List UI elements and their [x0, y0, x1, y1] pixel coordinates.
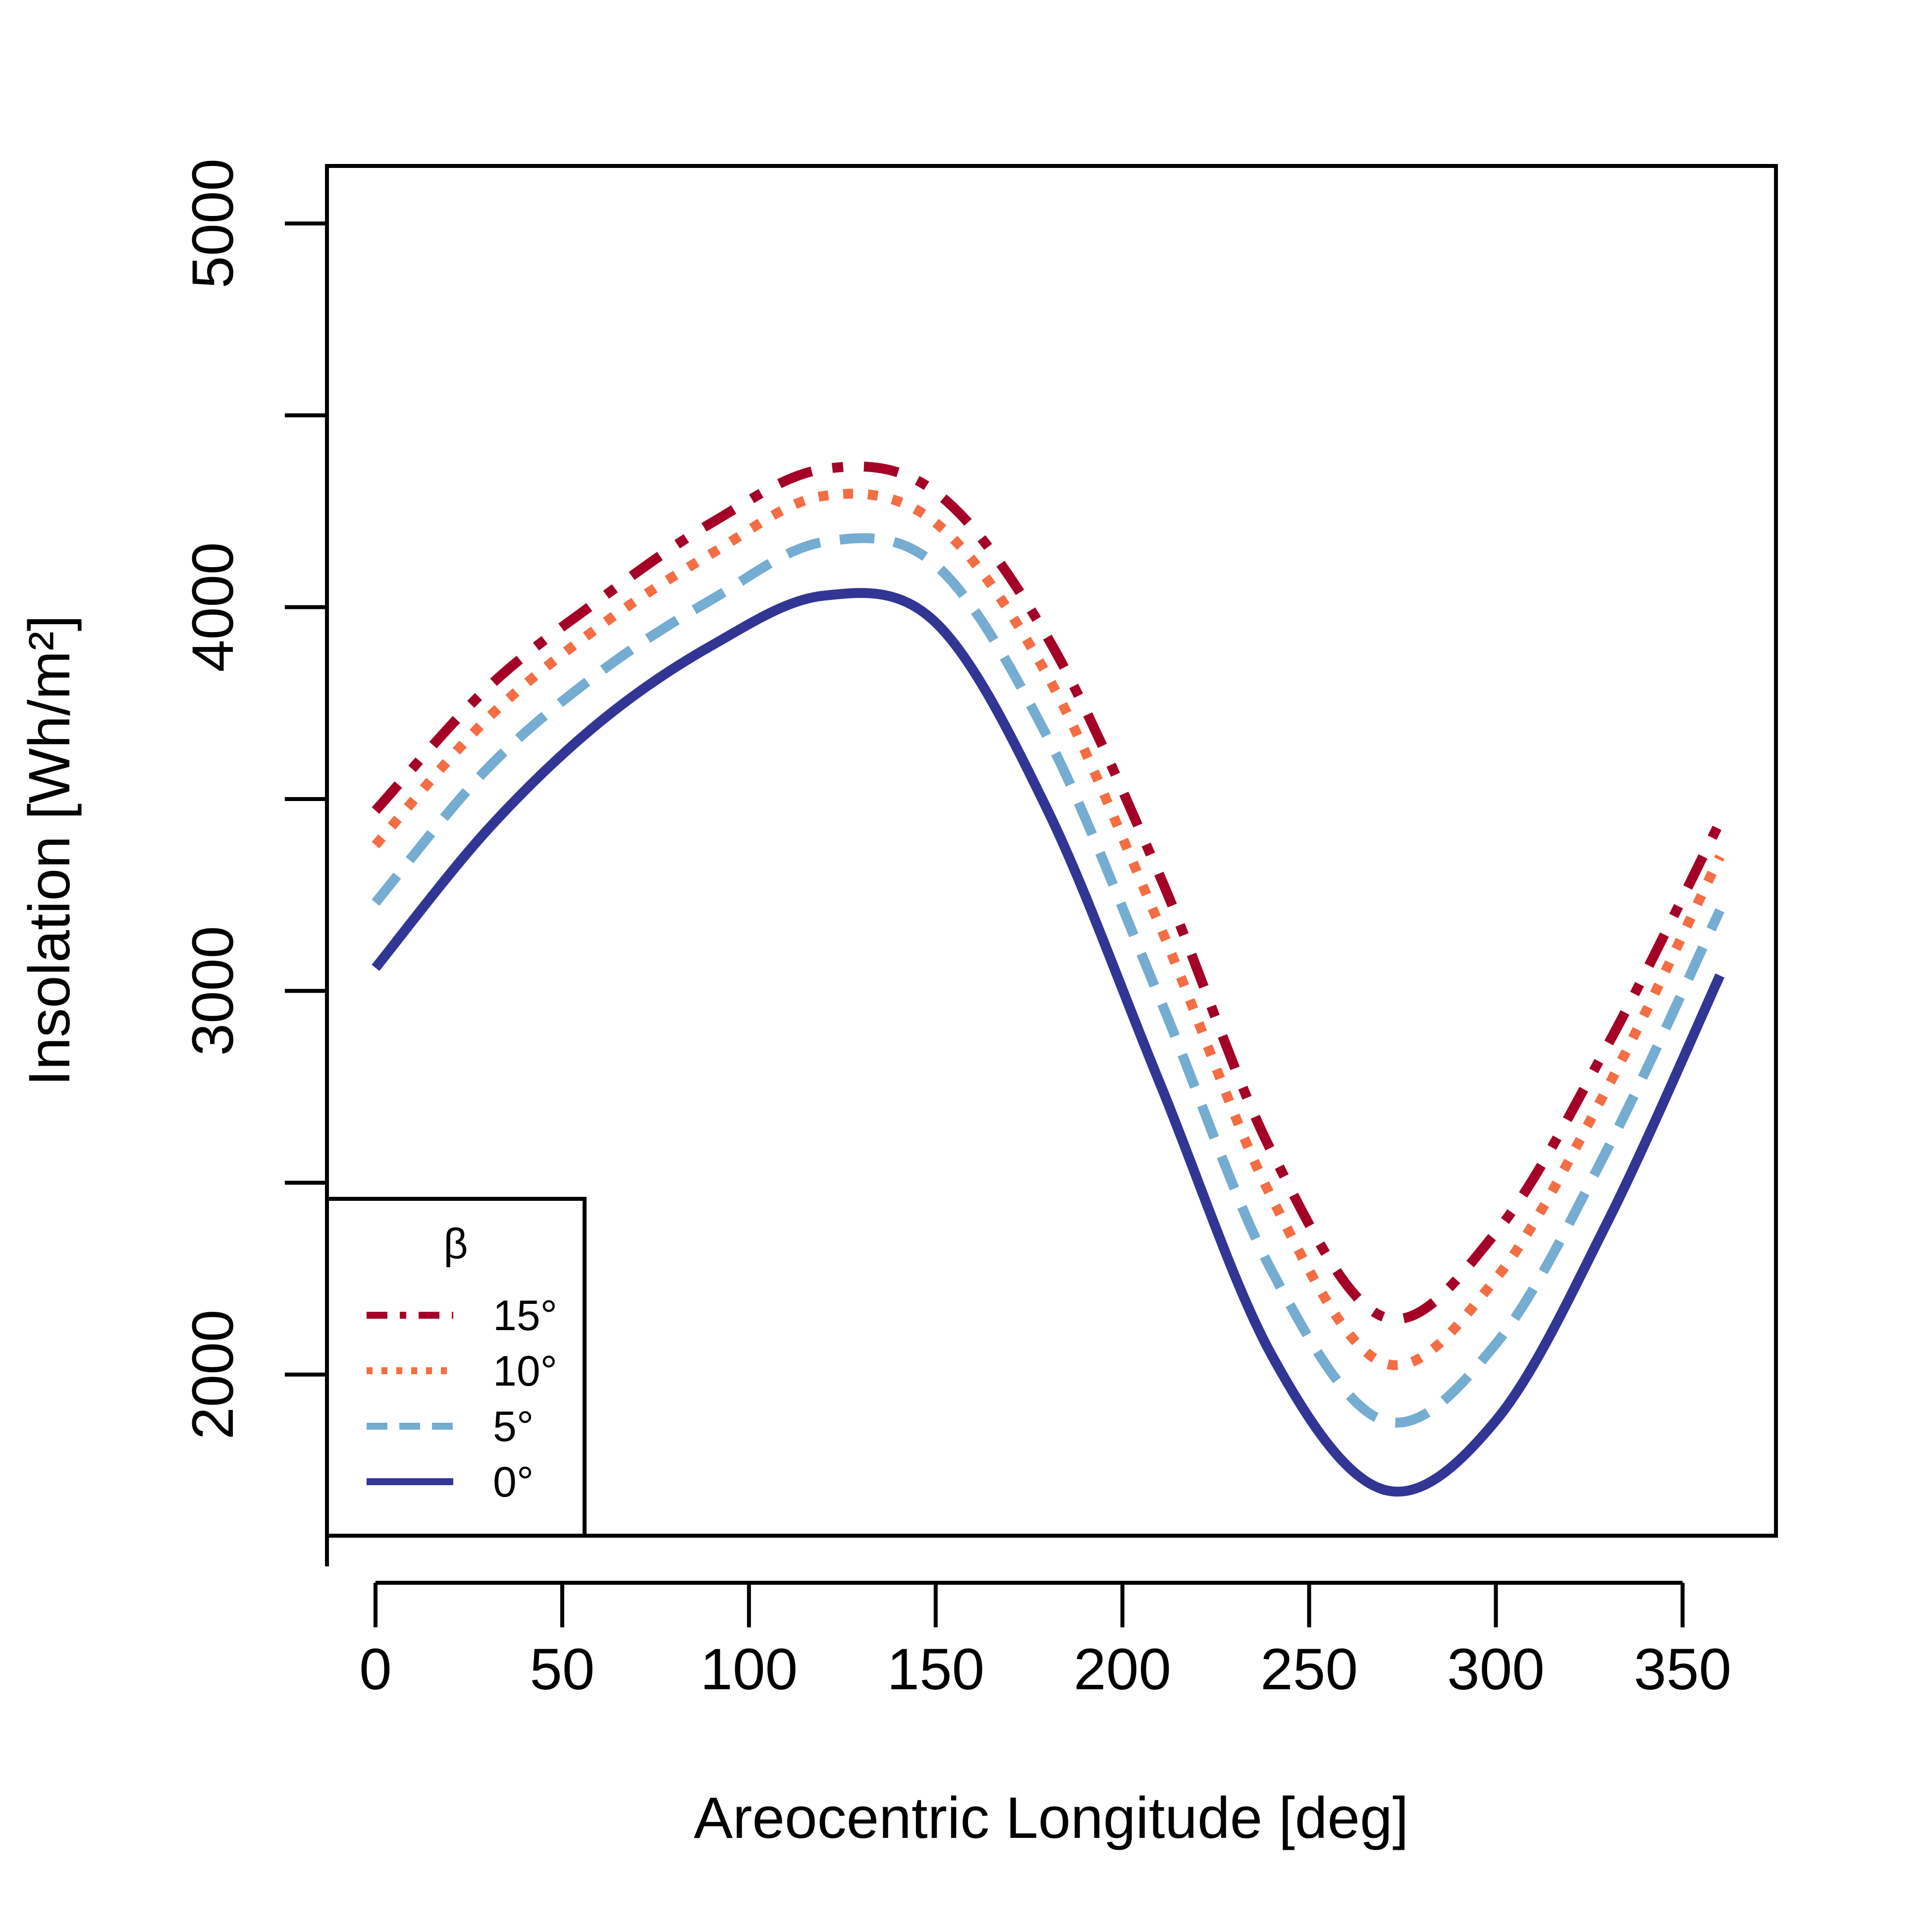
legend: β 15° 10° 5° 0° — [325, 1197, 587, 1538]
legend-label: 10° — [493, 1347, 557, 1395]
legend-label: 15° — [493, 1292, 557, 1340]
series-line-0 — [372, 461, 1724, 1324]
x-tick-label: 200 — [1073, 1637, 1171, 1702]
y-tick-label: 2000 — [180, 1309, 246, 1440]
y-axis: 2000 3000 4000 5000 — [180, 159, 329, 1566]
series-line-2 — [372, 533, 1724, 1428]
y-axis-title: Insolation [Wh/m²] — [17, 615, 82, 1086]
x-tick-label: 50 — [530, 1637, 594, 1702]
legend-entries: 15° 10° 5° 0° — [367, 1292, 557, 1506]
series-line-1 — [372, 488, 1724, 1370]
x-tick-label: 0 — [359, 1637, 392, 1702]
y-tick-label: 4000 — [180, 542, 246, 672]
y-tick-label: 5000 — [180, 159, 246, 289]
legend-label: 0° — [493, 1458, 534, 1506]
x-tick-label: 250 — [1260, 1637, 1358, 1702]
legend-label: 5° — [493, 1403, 534, 1450]
y-tick-label: 3000 — [180, 926, 246, 1056]
legend-title: β — [443, 1220, 468, 1268]
x-tick-label: 100 — [700, 1637, 798, 1702]
series-lines — [372, 461, 1724, 1497]
x-tick-label: 150 — [887, 1637, 984, 1702]
series-line-3 — [372, 588, 1724, 1497]
x-axis: 0 50 100 150 200 250 300 350 — [359, 1581, 1731, 1702]
x-axis-title: Areocentric Longitude [deg] — [694, 1785, 1408, 1851]
x-tick-label: 350 — [1634, 1637, 1731, 1702]
x-tick-label: 300 — [1447, 1637, 1545, 1702]
